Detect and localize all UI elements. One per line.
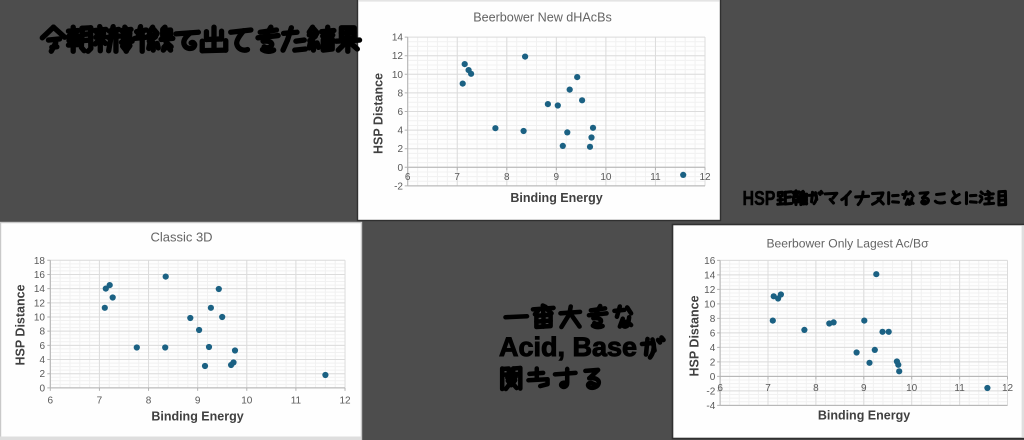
svg-text:Beerbower Only Lagest Ac/Bσ: Beerbower Only Lagest Ac/Bσ bbox=[766, 236, 929, 250]
svg-text:12: 12 bbox=[34, 298, 46, 309]
svg-text:8: 8 bbox=[813, 383, 819, 394]
svg-text:Binding Energy: Binding Energy bbox=[818, 409, 910, 423]
svg-text:7: 7 bbox=[765, 383, 771, 394]
svg-text:Classic 3D: Classic 3D bbox=[150, 230, 212, 245]
svg-text:4: 4 bbox=[397, 126, 403, 137]
svg-text:6: 6 bbox=[397, 107, 403, 118]
svg-text:6: 6 bbox=[710, 328, 716, 339]
svg-text:10: 10 bbox=[241, 396, 253, 407]
svg-text:HSP Distance: HSP Distance bbox=[687, 295, 701, 376]
svg-text:7: 7 bbox=[97, 396, 103, 407]
svg-text:11: 11 bbox=[954, 383, 965, 394]
svg-text:2: 2 bbox=[710, 357, 716, 368]
svg-text:8: 8 bbox=[710, 314, 716, 325]
svg-text:12: 12 bbox=[704, 285, 716, 296]
svg-text:0: 0 bbox=[39, 383, 45, 394]
svg-text:-4: -4 bbox=[706, 401, 715, 412]
svg-text:14: 14 bbox=[704, 270, 716, 281]
svg-text:8: 8 bbox=[397, 88, 403, 99]
svg-text:-2: -2 bbox=[394, 181, 403, 192]
svg-text:0: 0 bbox=[397, 163, 403, 174]
svg-text:0: 0 bbox=[710, 372, 716, 383]
svg-text:8: 8 bbox=[146, 396, 152, 407]
svg-text:HSP Distance: HSP Distance bbox=[14, 284, 28, 365]
svg-text:HSP: HSP bbox=[743, 188, 776, 210]
svg-text:11: 11 bbox=[291, 396, 302, 407]
svg-text:10: 10 bbox=[34, 313, 46, 324]
svg-text:Binding Energy: Binding Energy bbox=[151, 410, 243, 424]
svg-text:9: 9 bbox=[195, 396, 201, 407]
svg-text:10: 10 bbox=[392, 70, 404, 81]
svg-text:8: 8 bbox=[39, 327, 45, 338]
svg-text:12: 12 bbox=[339, 396, 351, 407]
svg-text:Acid, Base: Acid, Base bbox=[499, 332, 637, 362]
svg-text:8: 8 bbox=[504, 172, 510, 183]
svg-text:12: 12 bbox=[392, 51, 404, 62]
svg-text:9: 9 bbox=[554, 172, 560, 183]
svg-text:6: 6 bbox=[717, 383, 723, 394]
svg-text:16: 16 bbox=[704, 256, 716, 267]
svg-text:-2: -2 bbox=[706, 386, 715, 397]
svg-text:14: 14 bbox=[392, 33, 404, 44]
svg-text:11: 11 bbox=[650, 172, 661, 183]
svg-text:2: 2 bbox=[39, 369, 45, 380]
svg-text:4: 4 bbox=[710, 343, 716, 354]
svg-text:18: 18 bbox=[34, 256, 46, 267]
svg-text:Beerbower New dHAcBs: Beerbower New dHAcBs bbox=[473, 11, 612, 25]
svg-text:10: 10 bbox=[600, 172, 612, 183]
svg-text:7: 7 bbox=[454, 172, 460, 183]
svg-text:4: 4 bbox=[39, 355, 45, 366]
svg-text:9: 9 bbox=[861, 383, 867, 394]
svg-text:12: 12 bbox=[1002, 383, 1014, 394]
svg-text:10: 10 bbox=[906, 383, 918, 394]
svg-text:6: 6 bbox=[405, 172, 411, 183]
svg-text:10: 10 bbox=[704, 299, 716, 310]
svg-text:12: 12 bbox=[699, 172, 711, 183]
svg-text:14: 14 bbox=[34, 284, 46, 295]
svg-text:6: 6 bbox=[48, 396, 54, 407]
svg-text:2: 2 bbox=[397, 144, 403, 155]
svg-text:HSP Distance: HSP Distance bbox=[372, 73, 386, 154]
svg-text:6: 6 bbox=[39, 341, 45, 352]
svg-text:Binding Energy: Binding Energy bbox=[510, 191, 602, 205]
svg-text:16: 16 bbox=[34, 270, 46, 281]
